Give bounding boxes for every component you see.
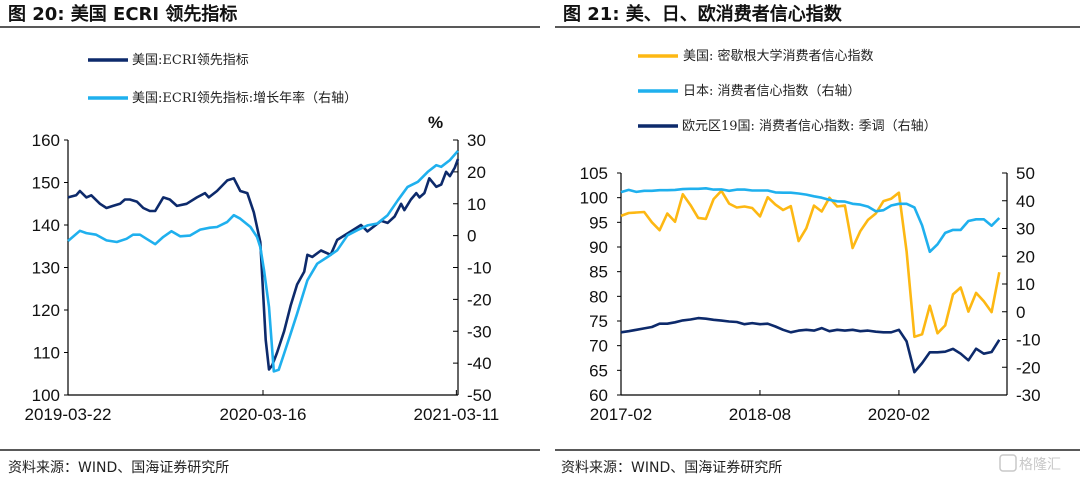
legend-left: 美国:ECRI领先指标 美国:ECRI领先指标:增长年率（右轴）	[88, 53, 357, 106]
series-line-1	[67, 149, 459, 373]
right-y-tick-label: 50	[1016, 164, 1035, 183]
ecri-chart: 100 110 120 130 140 150 160 -50 -40 -30 -20 -10 0 10 2…	[25, 131, 500, 424]
legend-label-japan: 日本: 消费者信心指数（右轴）	[683, 84, 861, 99]
chart-title-right: 图 21: 美、日、欧消费者信心指数	[563, 3, 843, 25]
x-tick-label: 2017-02	[590, 405, 652, 424]
right-y-tick-label: 20	[467, 163, 486, 182]
right-y-tick-label: -20	[1016, 358, 1041, 377]
right-y-tick-label: 30	[1016, 220, 1035, 239]
legend-right: 美国: 密歇根大学消费者信心指数 日本: 消费者信心指数（右轴） 欧元区19国:…	[638, 48, 937, 134]
left-y-tick-label: 105	[580, 164, 608, 183]
left-y-tick-label: 90	[589, 238, 608, 257]
source-note-right: 资料来源：WIND、国海证券研究所	[561, 460, 782, 476]
series-line-1	[620, 187, 1001, 254]
series-line-0	[67, 158, 460, 371]
right-y-tick-label: -20	[467, 290, 492, 309]
chart-title-left: 图 20: 美国 ECRI 领先指标	[8, 3, 237, 25]
left-y-tick-label: 60	[589, 386, 608, 405]
right-y-tick-label: -10	[467, 259, 492, 278]
series-line-0	[620, 189, 1001, 339]
left-y-tick-label: 150	[32, 174, 60, 193]
right-axis-unit-label: %	[428, 113, 443, 132]
source-note-left: 资料来源：WIND、国海证券研究所	[8, 460, 229, 476]
legend-label-euro-area: 欧元区19国: 消费者信心指数: 季调（右轴）	[682, 119, 937, 134]
left-y-tick-label: 70	[589, 337, 608, 356]
right-y-tick-label: -50	[467, 386, 492, 405]
left-y-tick-label: 100	[32, 386, 60, 405]
x-tick-label: 2020-03-16	[220, 405, 307, 424]
left-y-tick-label: 100	[580, 189, 608, 208]
watermark-text: 格隆汇	[1019, 457, 1061, 473]
legend-label-us-michigan: 美国: 密歇根大学消费者信心指数	[683, 48, 874, 64]
watermark-logo: 格隆汇	[999, 454, 1061, 473]
right-y-tick-label: -10	[1016, 331, 1041, 350]
x-tick-label: 2021-03-11	[414, 405, 500, 424]
right-y-tick-label: 10	[467, 195, 486, 214]
right-y-tick-label: 0	[467, 227, 476, 246]
left-y-tick-label: 130	[32, 259, 60, 278]
right-y-tick-label: -30	[1016, 386, 1041, 405]
x-tick-label: 2020-02	[868, 405, 930, 424]
right-y-tick-label: -40	[467, 354, 492, 373]
watermark-logo-icon	[999, 454, 1017, 472]
left-y-tick-label: 80	[589, 287, 608, 306]
x-tick-label: 2019-03-22	[25, 405, 112, 424]
x-tick-label: 2018-08	[729, 405, 791, 424]
left-y-tick-label: 75	[589, 312, 608, 331]
right-y-tick-label: 0	[1016, 303, 1025, 322]
left-y-tick-label: 95	[589, 213, 608, 232]
right-y-tick-label: 30	[467, 131, 486, 150]
right-y-tick-label: 10	[1016, 275, 1035, 294]
left-y-tick-label: 110	[33, 344, 60, 363]
consumer-confidence-chart: 60 65 70 75 80 85 90 95 100 105 -30 -20 -10 0 10 20 30 40…	[580, 164, 1041, 424]
left-y-tick-label: 120	[32, 301, 60, 320]
left-y-tick-label: 85	[589, 263, 608, 282]
right-y-tick-label: 20	[1016, 247, 1035, 266]
left-y-tick-label: 65	[589, 361, 608, 380]
legend-label-ecri-yoy: 美国:ECRI领先指标:增长年率（右轴）	[132, 90, 357, 106]
right-y-tick-label: -30	[467, 322, 492, 341]
series-line-2	[620, 316, 1001, 374]
left-y-tick-label: 160	[32, 131, 60, 150]
legend-label-ecri-level: 美国:ECRI领先指标	[132, 53, 249, 68]
right-y-tick-label: 40	[1016, 192, 1035, 211]
left-y-tick-label: 140	[32, 216, 60, 235]
